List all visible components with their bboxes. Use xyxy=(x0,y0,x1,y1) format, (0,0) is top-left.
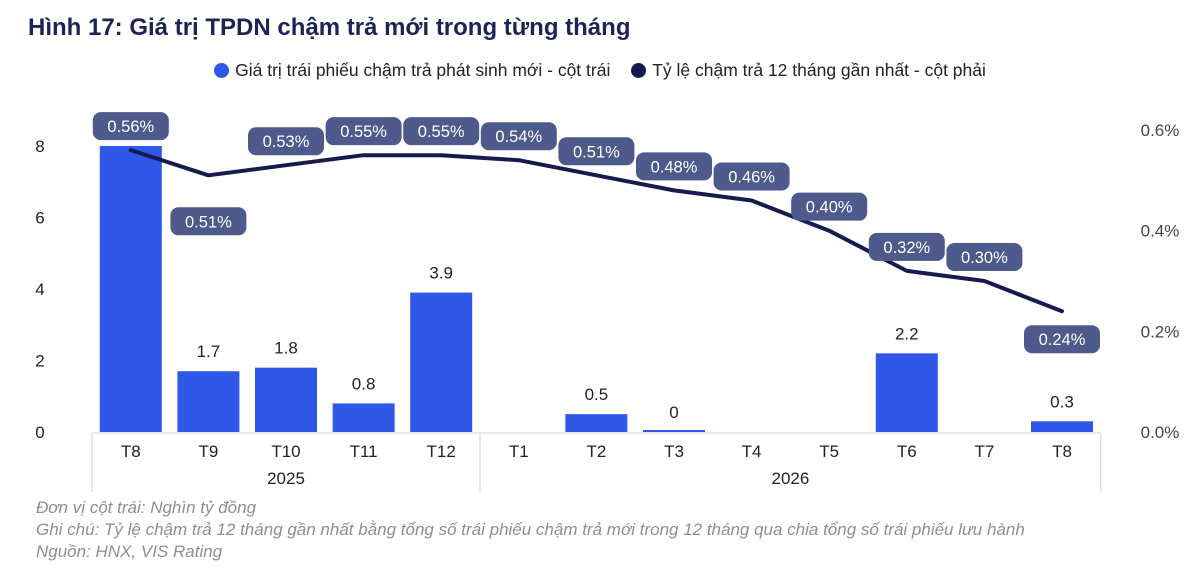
bar-t3 xyxy=(643,430,705,432)
rate-label: 0.30% xyxy=(961,249,1008,267)
x-tick-label: T3 xyxy=(664,442,684,461)
legend-bar-marker xyxy=(214,63,230,78)
bar-t8 xyxy=(1031,421,1093,432)
bar-value-label: 0 xyxy=(669,403,678,422)
bar-value-label: 0.8 xyxy=(352,374,376,393)
legend-item-line: Tỷ lệ chậm trả 12 tháng gần nhất - cột p… xyxy=(631,60,986,81)
y-left-tick-label: 0 xyxy=(35,423,44,442)
bar-t11 xyxy=(332,403,395,432)
chart-legend: Giá trị trái phiếu chậm trả phát sinh mớ… xyxy=(0,60,1200,81)
rate-label: 0.51% xyxy=(185,213,232,231)
rate-label-box xyxy=(92,112,169,141)
rate-label-box xyxy=(403,117,480,146)
bar-value-label: 1.7 xyxy=(197,342,221,361)
x-tick-label: T10 xyxy=(271,442,300,461)
y-right-tick-label: 0.6% xyxy=(1141,121,1180,140)
rate-label: 0.46% xyxy=(728,168,775,186)
unit-note: Đơn vị cột trái: Nghìn tỷ đồng xyxy=(36,498,257,517)
rate-line xyxy=(128,148,1064,314)
rate-label-box xyxy=(946,243,1023,271)
x-tick-label: T8 xyxy=(1052,442,1072,461)
rate-label-box xyxy=(636,152,712,181)
bar-value-label: 0.3 xyxy=(1050,392,1074,411)
rate-label: 0.48% xyxy=(651,158,698,176)
rate-label: 0.54% xyxy=(495,128,542,146)
bar-t9 xyxy=(177,371,240,432)
rate-label-box xyxy=(868,232,945,261)
rate-label-box xyxy=(480,122,557,151)
bar-value-label: 0.5 xyxy=(585,385,609,404)
y-left-tick-label: 8 xyxy=(35,137,44,156)
legend-line-label: Tỷ lệ chậm trả 12 tháng gần nhất - cột p… xyxy=(652,60,986,80)
bar-t2 xyxy=(565,414,628,432)
y-right-tick-label: 0.2% xyxy=(1141,322,1180,341)
legend-line-marker xyxy=(631,63,647,78)
legend-item-bars: Giá trị trái phiếu chậm trả phát sinh mớ… xyxy=(214,60,610,81)
bar-value-label: 1.8 xyxy=(274,339,298,358)
chart-title: Hình 17: Giá trị TPDN chậm trả mới trong… xyxy=(28,14,631,41)
rate-label-box xyxy=(1024,325,1100,354)
y-right-tick-label: 0.0% xyxy=(1141,423,1180,442)
rate-label-box xyxy=(791,192,868,221)
x-tick-label: T12 xyxy=(427,442,456,461)
rate-label: 0.55% xyxy=(340,123,387,141)
x-tick-label: T8 xyxy=(121,442,141,461)
x-tick-label: T5 xyxy=(819,442,839,461)
rate-label-box xyxy=(170,207,247,236)
x-tick-label: T1 xyxy=(509,442,529,461)
x-tick-label: T9 xyxy=(198,442,218,461)
chart-notes: Đơn vị cột trái: Nghìn tỷ đồng Ghi chú: … xyxy=(36,497,1025,563)
y-left-tick-label: 6 xyxy=(35,209,44,228)
x-tick-label: T4 xyxy=(742,442,762,461)
rate-label: 0.24% xyxy=(1039,331,1086,349)
bar-t10 xyxy=(255,367,317,432)
rate-label: 0.32% xyxy=(883,239,930,257)
year-group-label: 2025 xyxy=(267,469,305,488)
y-left-tick-label: 2 xyxy=(35,352,44,371)
rate-label-box xyxy=(558,137,635,166)
rate-label-box xyxy=(248,127,324,156)
rate-label: 0.40% xyxy=(806,199,853,217)
rate-label: 0.55% xyxy=(418,123,465,141)
rate-label: 0.53% xyxy=(263,133,310,151)
bar-t6 xyxy=(875,353,938,432)
bar-t12 xyxy=(410,292,473,432)
y-right-tick-label: 0.4% xyxy=(1141,222,1180,241)
x-tick-label: T2 xyxy=(586,442,606,461)
legend-bars-label: Giá trị trái phiếu chậm trả phát sinh mớ… xyxy=(235,60,611,80)
year-group-label: 2026 xyxy=(771,469,809,488)
y-left-tick-label: 4 xyxy=(35,280,44,299)
x-tick-label: T7 xyxy=(974,442,994,461)
bar-value-label: 2.2 xyxy=(895,324,919,343)
source-note: Nguồn: HNX, VIS Rating xyxy=(36,542,223,561)
bar-t8 xyxy=(99,146,162,432)
rate-label: 0.56% xyxy=(107,118,154,136)
x-tick-label: T11 xyxy=(350,442,378,461)
rate-label: 0.51% xyxy=(573,143,620,161)
combo-chart: 024680.0%0.2%0.4%0.6%81.71.80.83.90.502.… xyxy=(35,112,1180,492)
rate-label-box xyxy=(713,162,790,191)
bar-value-label: 3.9 xyxy=(429,264,453,283)
x-tick-label: T6 xyxy=(897,442,917,461)
rate-label-box xyxy=(325,117,402,146)
remark-note: Ghi chú: Tỷ lệ chậm trả 12 tháng gần nhấ… xyxy=(36,520,1025,539)
